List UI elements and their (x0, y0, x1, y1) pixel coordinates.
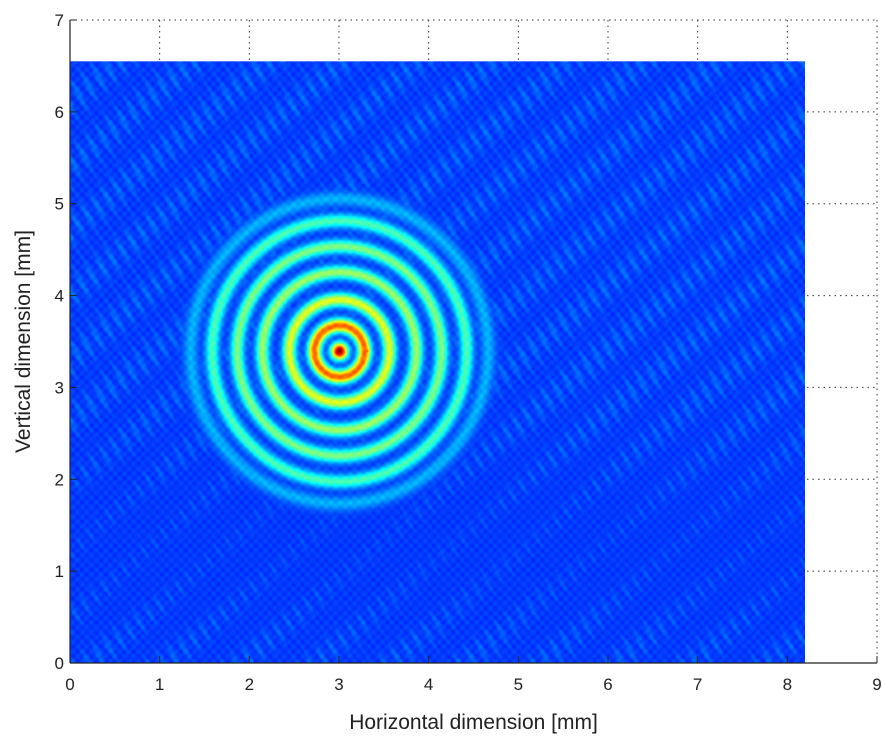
y-tick-label: 5 (55, 195, 64, 214)
x-tick-label: 5 (514, 675, 523, 694)
y-tick-label: 7 (55, 11, 64, 30)
intensity-image (70, 61, 805, 663)
y-tick-label: 0 (55, 654, 64, 673)
y-tick-label: 4 (55, 287, 64, 306)
x-axis-label: Horizontal dimension [mm] (349, 711, 598, 734)
y-tick-label: 3 (55, 378, 64, 397)
x-tick-label: 7 (693, 675, 702, 694)
x-tick-label: 6 (603, 675, 612, 694)
x-tick-label: 3 (334, 675, 343, 694)
x-tick-label: 4 (424, 675, 433, 694)
x-tick-label: 8 (783, 675, 792, 694)
y-tick-label: 1 (55, 562, 64, 581)
x-tick-label: 1 (155, 675, 164, 694)
x-tick-labels: 0 1 2 3 4 5 6 7 8 9 (65, 675, 881, 694)
x-tick-label: 2 (245, 675, 254, 694)
y-axis-label: Vertical dimension [mm] (12, 230, 35, 453)
x-tick-label: 9 (872, 675, 881, 694)
x-tick-label: 0 (65, 675, 74, 694)
heatmap-image (70, 61, 805, 663)
y-tick-label: 6 (55, 103, 64, 122)
y-tick-labels: 0 1 2 3 4 5 6 7 (55, 11, 64, 673)
y-tick-label: 2 (55, 470, 64, 489)
